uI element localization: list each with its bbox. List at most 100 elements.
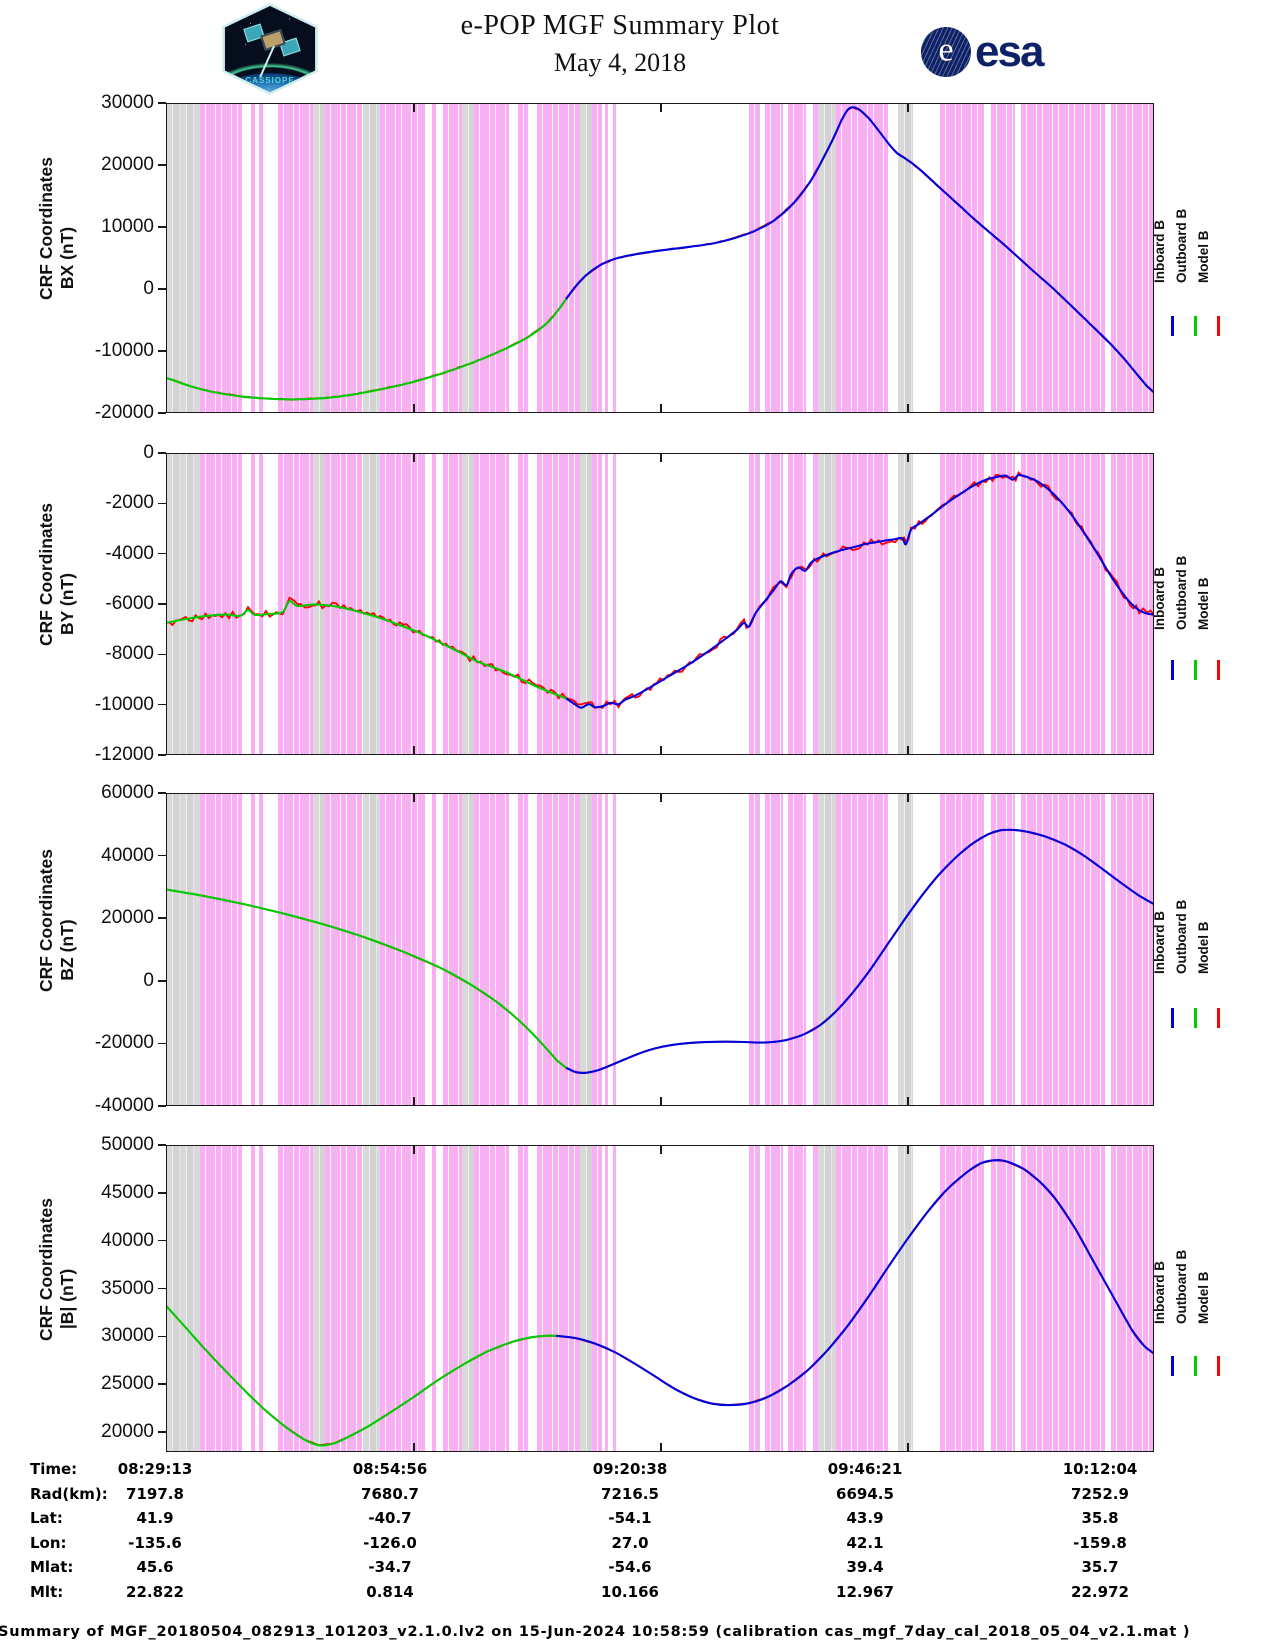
footer-value: 7216.5 <box>601 1484 659 1503</box>
inboard-b-curve <box>565 828 1154 1075</box>
data-quality-band-pink <box>813 103 819 413</box>
x-axis-tick <box>660 1443 662 1452</box>
data-quality-band-gray <box>818 793 836 1106</box>
data-quality-band-gray <box>579 103 592 413</box>
y-axis-label-line2: |B| (nT) <box>57 1268 77 1330</box>
y-axis-tick <box>158 980 166 982</box>
legend-marker-outboard-b <box>1194 660 1197 680</box>
y-axis-tick-label: -10000 <box>94 693 154 715</box>
y-axis-tick <box>158 703 166 706</box>
y-axis-tick <box>158 1105 166 1107</box>
y-axis-tick-label: -20000 <box>94 402 154 423</box>
y-axis-tick-label: 20000 <box>101 907 154 929</box>
x-axis-tick <box>413 404 415 413</box>
data-quality-band-pink <box>474 1145 509 1452</box>
data-quality-band-pink <box>380 103 425 413</box>
x-axis-tick <box>660 1097 662 1106</box>
y-axis-label-bmag: CRF Coordinates |B| (nT) <box>36 1198 78 1341</box>
footer-value: 27.0 <box>611 1533 649 1552</box>
footer-value: 08:29:13 <box>117 1460 193 1478</box>
y-axis-label-line2: BZ (nT) <box>57 919 77 981</box>
data-quality-band-gray <box>818 453 836 755</box>
data-quality-band-pink <box>277 1145 314 1452</box>
inboard-b-curve <box>556 1159 1154 1407</box>
x-axis-tick <box>413 1097 415 1106</box>
legend-marker-model-b <box>1217 1356 1220 1376</box>
data-quality-band-pink <box>813 1145 819 1452</box>
footer-value: 12.967 <box>836 1582 894 1601</box>
outboard-b-curve <box>166 298 567 401</box>
data-quality-band-pink <box>748 103 760 413</box>
y-axis-tick <box>158 1383 166 1385</box>
data-quality-band-gray <box>362 1145 381 1452</box>
legend-label-outboard-b: Outboard B <box>1174 1249 1189 1324</box>
data-quality-band-thin <box>431 793 436 1106</box>
esa-globe-icon: e <box>921 27 971 77</box>
x-axis-tick <box>413 1145 415 1154</box>
data-quality-band-thin <box>612 1145 616 1452</box>
y-axis-tick-label: -6000 <box>105 593 154 614</box>
data-quality-band-gray <box>579 1145 592 1452</box>
x-axis-tick <box>660 1145 662 1154</box>
x-axis-tick <box>907 746 909 755</box>
y-axis-tick <box>158 1287 166 1290</box>
y-axis-tick <box>158 552 166 555</box>
data-quality-band-pink <box>748 453 760 755</box>
legend-label-outboard-b: Outboard B <box>1174 555 1189 630</box>
y-axis-tick-label: -12000 <box>94 744 154 765</box>
data-quality-band-thin <box>250 103 255 413</box>
x-axis-tick <box>907 1443 909 1452</box>
y-axis-tick <box>158 412 166 414</box>
model-b-curve <box>166 1159 1154 1447</box>
data-quality-band-pink <box>939 103 985 413</box>
data-quality-band-thin <box>612 793 616 1106</box>
esa-globe-letter: e <box>938 31 954 69</box>
footer-value: 6694.5 <box>836 1484 894 1503</box>
y-axis-label-bx: CRF Coordinates BX (nT) <box>36 157 78 300</box>
data-quality-band-thin <box>604 1145 608 1452</box>
footer-value: 08:54:56 <box>352 1460 428 1478</box>
x-axis-tick <box>413 453 415 462</box>
data-quality-band-pink <box>442 793 463 1106</box>
data-quality-band-pink <box>788 103 807 413</box>
footer-value: -40.7 <box>368 1509 412 1527</box>
data-quality-band-gray <box>362 103 381 413</box>
y-axis-tick-label: -4000 <box>105 542 154 564</box>
y-axis-tick-label: 20000 <box>101 1420 154 1442</box>
footer-value: 09:20:38 <box>592 1460 668 1478</box>
legend-label-model-b: Model B <box>1196 577 1211 631</box>
data-quality-band-gray <box>462 103 475 413</box>
y-axis-tick <box>158 1335 166 1338</box>
footer-value: -126.0 <box>363 1533 417 1552</box>
data-quality-band-pink <box>517 793 528 1106</box>
data-quality-band-pink <box>591 1145 602 1452</box>
legend-marker-inboard-b <box>1171 1356 1174 1376</box>
x-axis-tick <box>660 793 662 802</box>
legend-label-inboard-b: Inboard B <box>1152 1261 1167 1324</box>
data-quality-band-gray <box>462 1145 475 1452</box>
data-quality-band-pink <box>835 1145 889 1452</box>
footer-value: 45.6 <box>136 1558 174 1576</box>
y-axis-tick-label: 40000 <box>101 1229 154 1251</box>
y-axis-tick-label: 30000 <box>101 92 154 113</box>
footer-value: 43.9 <box>846 1509 884 1527</box>
x-axis-tick <box>907 1145 909 1154</box>
data-quality-band-pink <box>517 453 528 755</box>
y-axis-label-by: CRF Coordinates BY (nT) <box>36 503 78 646</box>
data-quality-band-pink <box>1110 1145 1154 1452</box>
data-quality-band-pink <box>325 1145 363 1452</box>
data-quality-band-pink <box>442 453 463 755</box>
y-axis-tick <box>158 502 166 505</box>
y-axis-label-line1: CRF Coordinates <box>36 849 56 992</box>
data-quality-band-gray <box>462 453 475 755</box>
mission-patch-art: CASSIOPE <box>224 6 316 92</box>
legend-labels: Inboard B Outboard B Model B <box>1149 874 1215 974</box>
footer-row-label-mlt: Mlt: <box>30 1582 64 1601</box>
footer-value: 35.8 <box>1081 1509 1119 1527</box>
chart-panel-by: 0 -2000 -4000 -6000 -8000 -10000 -12000 CRF Coo… <box>36 442 1220 765</box>
y-axis-label-line1: CRF Coordinates <box>36 157 56 300</box>
data-quality-band-pink <box>788 453 807 755</box>
data-quality-band-thin <box>250 793 255 1106</box>
data-quality-band-thin <box>431 1145 436 1452</box>
data-quality-band-pink <box>380 793 425 1106</box>
